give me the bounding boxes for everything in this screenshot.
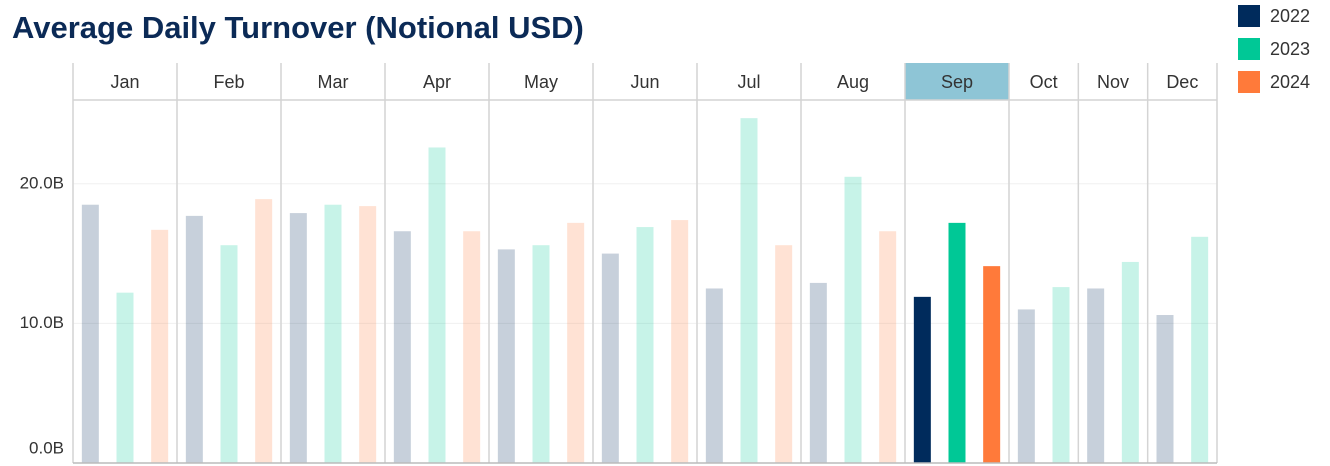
bar — [1156, 315, 1174, 463]
x-tick-label: Sep — [941, 72, 973, 92]
bar — [359, 206, 377, 463]
y-tick-label: 10.0B — [20, 313, 64, 332]
bar — [220, 245, 238, 463]
x-tick-label: Dec — [1166, 72, 1198, 92]
legend-swatch — [1238, 38, 1260, 60]
bar — [983, 266, 1001, 463]
x-tick-label: Apr — [423, 72, 451, 92]
x-tick-label: Oct — [1030, 72, 1058, 92]
y-tick-label: 20.0B — [20, 173, 64, 192]
bar — [671, 220, 689, 463]
bar — [116, 292, 134, 463]
bar — [324, 204, 342, 463]
bar — [913, 296, 931, 463]
bar — [567, 222, 585, 463]
bar — [497, 249, 515, 463]
x-tick-label: Mar — [318, 72, 349, 92]
bar — [740, 118, 758, 464]
bar — [844, 176, 862, 464]
legend-label: 2022 — [1270, 6, 1310, 26]
x-tick-label: Aug — [837, 72, 869, 92]
bar — [81, 204, 99, 463]
bar — [393, 231, 411, 463]
bar — [185, 215, 203, 463]
x-tick-label: Feb — [213, 72, 244, 92]
bar — [289, 213, 307, 463]
bar — [809, 282, 827, 463]
bar — [1087, 288, 1105, 463]
header-highlight — [905, 63, 1009, 100]
x-tick-label: May — [524, 72, 558, 92]
bar — [1191, 236, 1209, 463]
bar — [1017, 309, 1035, 463]
x-tick-label: Jul — [737, 72, 760, 92]
legend-swatch — [1238, 5, 1260, 27]
legend-label: 2024 — [1270, 72, 1310, 92]
bar — [636, 227, 654, 463]
bar — [948, 222, 966, 463]
bar — [775, 245, 793, 463]
bar — [255, 199, 273, 463]
x-tick-label: Jun — [630, 72, 659, 92]
bar — [463, 231, 481, 463]
bar — [879, 231, 897, 463]
legend-swatch — [1238, 71, 1260, 93]
chart-title: Average Daily Turnover (Notional USD) — [12, 10, 584, 45]
bar — [705, 288, 723, 463]
y-tick-label: 0.0B — [29, 438, 64, 457]
bar — [428, 147, 446, 463]
bar — [532, 245, 550, 463]
bar — [1052, 287, 1070, 463]
bar — [601, 253, 619, 463]
x-tick-label: Nov — [1097, 72, 1129, 92]
bar — [1121, 261, 1139, 463]
legend-label: 2023 — [1270, 39, 1310, 59]
bar — [151, 229, 169, 463]
x-tick-label: Jan — [110, 72, 139, 92]
